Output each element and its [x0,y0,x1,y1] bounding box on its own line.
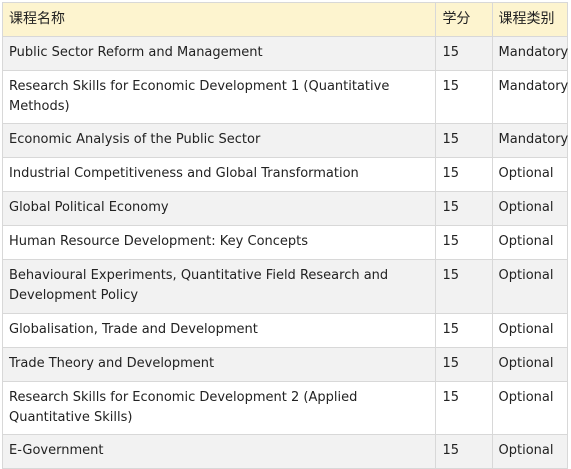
table-header: 课程名称 学分 课程类别 [1,2,569,37]
header-course-name: 课程名称 [1,2,437,37]
credit-cell: 15 [435,434,493,469]
table-row: Research Skills for Economic Development… [1,381,569,435]
category-cell: Optional [491,259,569,314]
credit-cell: 15 [435,259,493,314]
category-cell: Mandatory [491,70,568,124]
course-name-cell: Trade Theory and Development [1,347,437,382]
table-row: Globalisation, Trade and Development 15 … [1,313,569,348]
header-category: 课程类别 [491,2,569,37]
table-row: Research Skills for Economic Development… [1,70,568,124]
category-cell: Optional [491,225,569,260]
course-name-cell: Research Skills for Economic Development… [1,381,437,435]
category-cell: Optional [491,313,569,348]
course-name-cell: Human Resource Development: Key Concepts [1,225,437,260]
course-name-cell: Public Sector Reform and Management [1,36,437,71]
credit-cell: 15 [435,347,493,382]
course-name-cell: Economic Analysis of the Public Sector [1,123,437,158]
category-cell: Optional [491,157,569,192]
credit-cell: 15 [435,381,493,435]
category-cell: Mandatory [491,123,568,158]
category-cell: Mandatory [491,36,568,71]
category-cell: Optional [491,434,569,469]
table-row: Industrial Competitiveness and Global Tr… [1,157,569,192]
course-name-cell: E-Government [1,434,437,469]
credit-cell: 15 [435,70,493,124]
table-row: Economic Analysis of the Public Sector 1… [1,123,568,158]
course-name-cell: Global Political Economy [1,191,437,226]
header-credit: 学分 [435,2,493,37]
credit-cell: 15 [435,157,493,192]
credit-cell: 15 [435,36,493,71]
category-cell: Optional [491,191,569,226]
table-row: Human Resource Development: Key Concepts… [1,225,569,260]
header-row: 课程名称 学分 课程类别 [1,2,569,37]
credit-cell: 15 [435,225,493,260]
credit-cell: 15 [435,123,493,158]
credit-cell: 15 [435,191,493,226]
table-row: Global Political Economy 15 Optional [1,191,569,226]
credit-cell: 15 [435,313,493,348]
course-name-cell: Globalisation, Trade and Development [1,313,437,348]
course-name-cell: Industrial Competitiveness and Global Tr… [1,157,437,192]
category-cell: Optional [491,381,569,435]
table-row: Public Sector Reform and Management 15 M… [1,36,568,71]
category-cell: Optional [491,347,569,382]
course-name-cell: Behavioural Experiments, Quantitative Fi… [1,259,437,314]
table-body: Public Sector Reform and Management 15 M… [1,36,569,469]
table-row: Trade Theory and Development 15 Optional [1,347,569,382]
course-name-cell: Research Skills for Economic Development… [1,70,437,124]
table-row: E-Government 15 Optional [1,434,569,469]
table-row: Behavioural Experiments, Quantitative Fi… [1,259,569,314]
